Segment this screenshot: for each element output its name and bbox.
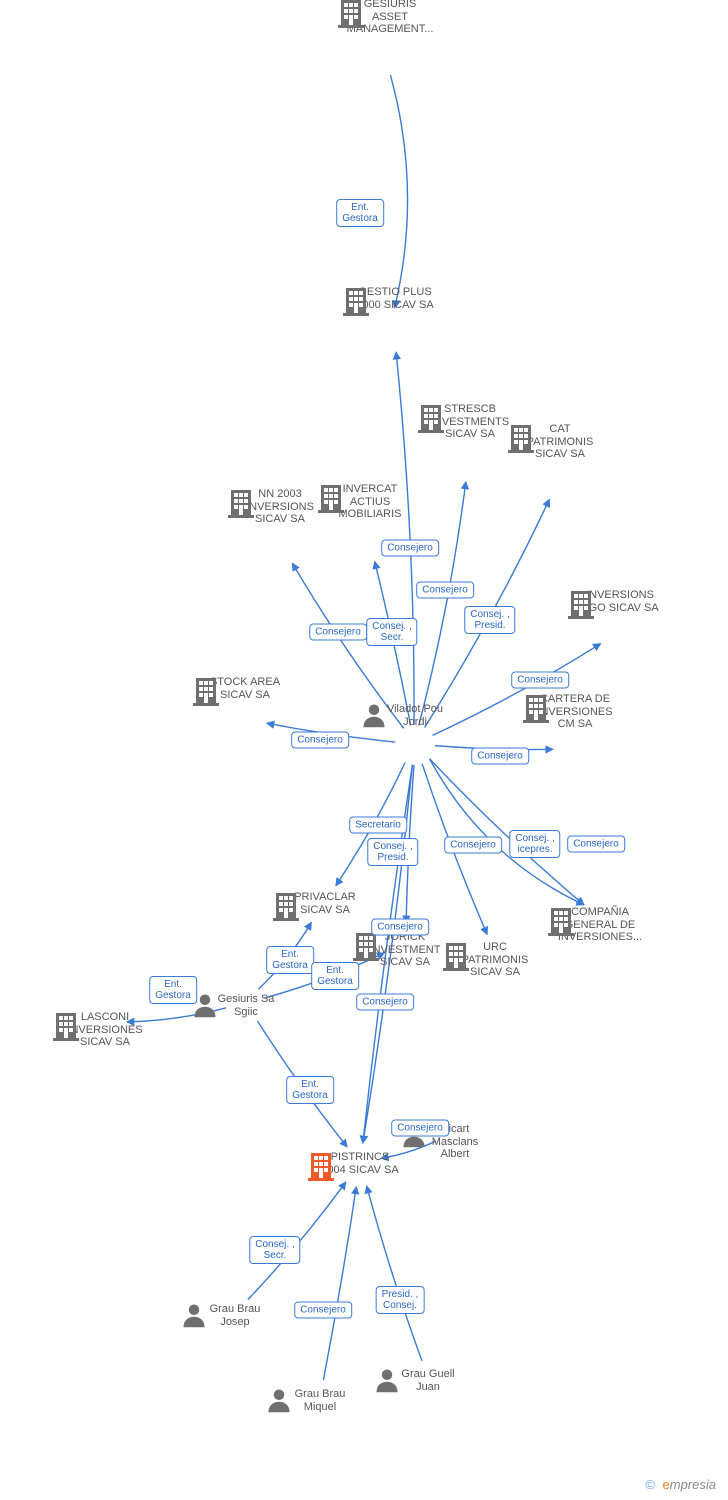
- edge-label: Consejero: [416, 582, 474, 599]
- edge-label: Consejero: [371, 919, 429, 936]
- person-icon: [180, 1301, 208, 1329]
- building-icon: [50, 1009, 82, 1041]
- edge-label: Consejero: [356, 994, 414, 1011]
- node-viladot[interactable]: Viladot Pou Jordi: [360, 701, 470, 728]
- building-icon: [190, 674, 222, 706]
- edge-label: Ent. Gestora: [286, 1076, 334, 1104]
- edge-label: Consej. , Presid.: [464, 606, 515, 634]
- node-lasconi[interactable]: LASCONI INVERSIONES SICAV SA: [50, 1009, 160, 1049]
- edge-label: Secretario: [349, 817, 407, 834]
- edge-label: Consej. , Secr.: [249, 1236, 300, 1264]
- building-icon: [315, 481, 347, 513]
- edge: [367, 1186, 422, 1361]
- node-compania_gen[interactable]: COMPAÑIA GENERAL DE INVERSIONES...: [545, 904, 655, 944]
- watermark-text: mpresia: [670, 1477, 716, 1492]
- building-icon: [335, 0, 367, 28]
- edge: [430, 759, 584, 905]
- building-icon: [520, 691, 552, 723]
- building-icon: [505, 421, 537, 453]
- node-gesiuris_asset[interactable]: GESIURIS ASSET MANAGEMENT...: [335, 0, 445, 36]
- edge-label: Ent. Gestora: [149, 976, 197, 1004]
- watermark-e: e: [663, 1477, 670, 1492]
- edge-label: Consejero: [511, 672, 569, 689]
- node-cat_patr[interactable]: CAT PATRIMONIS SICAV SA: [505, 421, 615, 461]
- edge-label: Ent. Gestora: [266, 946, 314, 974]
- building-icon: [270, 889, 302, 921]
- edge-label: Consejero: [391, 1120, 449, 1137]
- node-grau_miquel[interactable]: Grau Brau Miquel: [265, 1386, 375, 1413]
- building-icon: [340, 284, 372, 316]
- node-invercat[interactable]: INVERCAT ACTIUS MOBILIARIS: [315, 481, 425, 521]
- edge-label: Consejero: [309, 624, 367, 641]
- edge-label: Consejero: [444, 837, 502, 854]
- building-icon: [305, 1149, 337, 1181]
- building-icon: [545, 904, 577, 936]
- building-icon: [415, 401, 447, 433]
- node-urc[interactable]: URC PATRIMONIS SICAV SA: [440, 939, 550, 979]
- node-grau_juan[interactable]: Grau Guell Juan: [373, 1366, 483, 1393]
- node-gesiuris_sgiic[interactable]: Gesiuris Sa Sgiic: [191, 991, 301, 1018]
- edge-label: Ent. Gestora: [336, 199, 384, 227]
- building-icon: [565, 587, 597, 619]
- person-icon: [360, 701, 388, 729]
- edge-label: Consej. , icepres.: [509, 830, 560, 858]
- edge-label: Consejero: [381, 540, 439, 557]
- edge-label: Consej. , Presid.: [367, 838, 418, 866]
- edge: [323, 1187, 356, 1381]
- node-cartera_cm[interactable]: CARTERA DE INVERSIONES CM SA: [520, 691, 630, 731]
- node-inversions_ago[interactable]: INVERSIONS AGO SICAV SA: [565, 587, 675, 614]
- building-icon: [440, 939, 472, 971]
- edge-label: Ent. Gestora: [311, 962, 359, 990]
- edge: [419, 482, 466, 726]
- edge-label: Consej. , Secr.: [366, 618, 417, 646]
- edge: [390, 75, 407, 308]
- edge-label: Presid. , Consej.: [376, 1286, 425, 1314]
- edge-label: Consejero: [294, 1302, 352, 1319]
- edge-label: Consejero: [291, 732, 349, 749]
- edge-label: Consejero: [567, 836, 625, 853]
- node-privaclar[interactable]: PRIVACLAR SICAV SA: [270, 889, 380, 916]
- copyright-symbol: ©: [645, 1477, 655, 1492]
- watermark: © empresia: [645, 1477, 716, 1492]
- node-grau_josep[interactable]: Grau Brau Josep: [180, 1301, 290, 1328]
- node-gestio_plus[interactable]: GESTIO PLUS 2000 SICAV SA: [340, 284, 450, 311]
- node-stock_area[interactable]: STOCK AREA SICAV SA: [190, 674, 300, 701]
- building-icon: [225, 486, 257, 518]
- node-pistrincs[interactable]: PISTRINCS 2004 SICAV SA: [305, 1149, 415, 1176]
- person-icon: [265, 1386, 293, 1414]
- edge: [430, 759, 584, 905]
- edge-label: Consejero: [471, 748, 529, 765]
- person-icon: [373, 1366, 401, 1394]
